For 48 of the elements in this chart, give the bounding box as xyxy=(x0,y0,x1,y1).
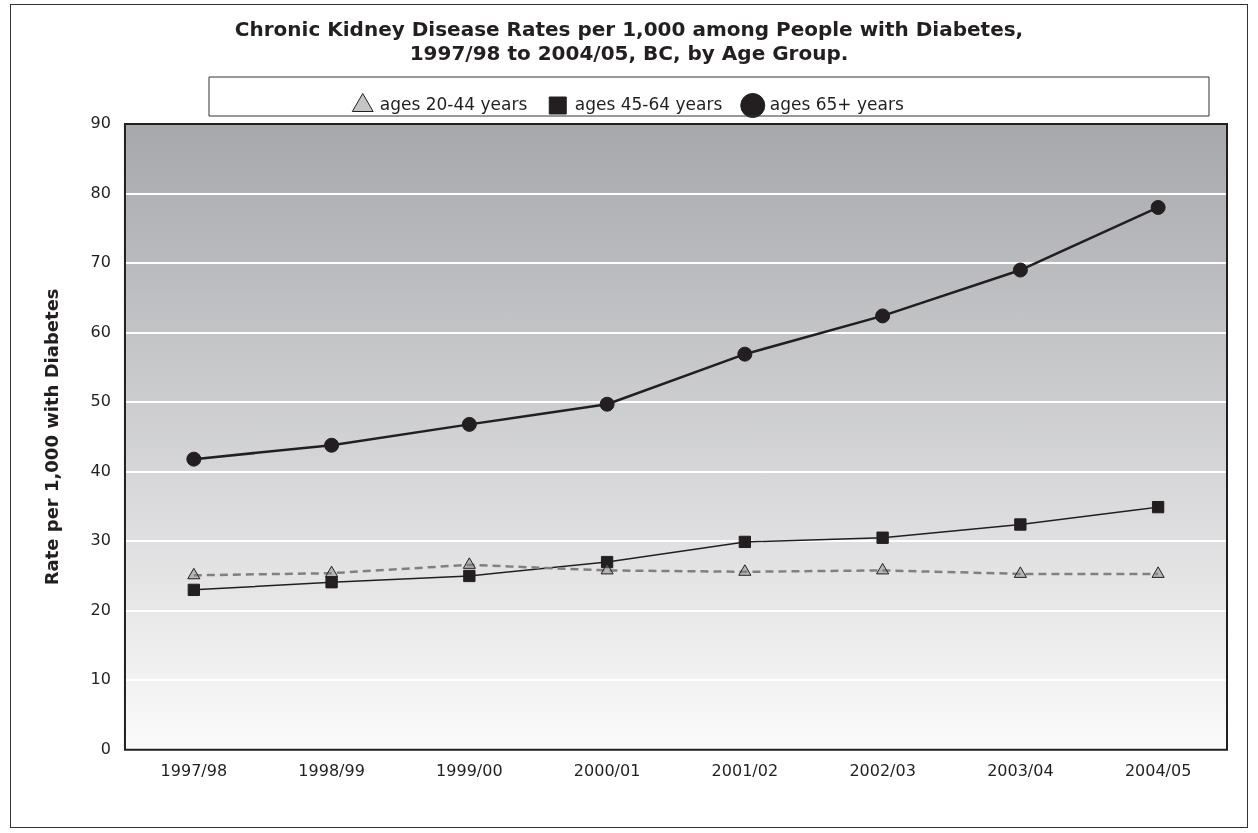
point xyxy=(461,416,477,432)
point xyxy=(1013,566,1027,578)
point xyxy=(187,567,201,580)
x-tick-label: 1998/99 xyxy=(298,760,365,780)
x-tick-label: 2001/02 xyxy=(711,760,779,780)
point xyxy=(1012,262,1028,278)
point xyxy=(462,557,476,569)
legend-label: ages 20-44 years xyxy=(379,93,528,114)
y-tick-label: 60 xyxy=(90,321,111,341)
y-tick-label: 50 xyxy=(90,391,111,411)
text: 1997/98 to 2004/05, BC, by Age Group. xyxy=(409,41,849,66)
point xyxy=(186,451,202,467)
y-axis-title: Rate per 1,000 with Diabetes xyxy=(41,288,63,586)
x-tick-label: 1997/98 xyxy=(160,760,228,780)
y-tick-label: 30 xyxy=(90,530,111,550)
point xyxy=(738,535,752,549)
y-tick-label: 40 xyxy=(90,460,111,480)
y-tick-label: 80 xyxy=(90,182,111,202)
legend-label: ages 45-64 years xyxy=(574,93,723,114)
y-tick-label: 90 xyxy=(90,113,111,133)
y-tick-label: 20 xyxy=(90,599,111,619)
point xyxy=(737,346,753,362)
x-tick-label: 1999/00 xyxy=(436,760,503,780)
point xyxy=(1014,518,1027,531)
point xyxy=(875,308,891,324)
text: Chronic Kidney Disease Rates per 1,000 among People with Diabetes, xyxy=(234,17,1024,42)
point xyxy=(1151,500,1165,514)
point xyxy=(876,531,889,544)
y-tick-label: 70 xyxy=(90,252,111,272)
point xyxy=(876,562,890,575)
point xyxy=(324,437,340,453)
point xyxy=(738,564,752,576)
point xyxy=(600,562,614,575)
point xyxy=(463,569,476,583)
point xyxy=(325,565,339,578)
point xyxy=(1151,566,1165,578)
point xyxy=(599,396,615,412)
y-tick-label: 0 xyxy=(100,738,111,758)
point xyxy=(325,576,338,589)
legend-label: ages 65+ years xyxy=(769,93,904,114)
x-tick-label: 2000/01 xyxy=(573,760,641,780)
point xyxy=(1150,199,1166,215)
x-tick-label: 2004/05 xyxy=(1124,760,1192,780)
y-tick-label: 10 xyxy=(90,669,111,689)
x-tick-label: 2002/03 xyxy=(849,760,916,780)
point xyxy=(187,583,200,597)
x-tick-label: 2003/04 xyxy=(987,760,1054,780)
point xyxy=(600,555,614,569)
